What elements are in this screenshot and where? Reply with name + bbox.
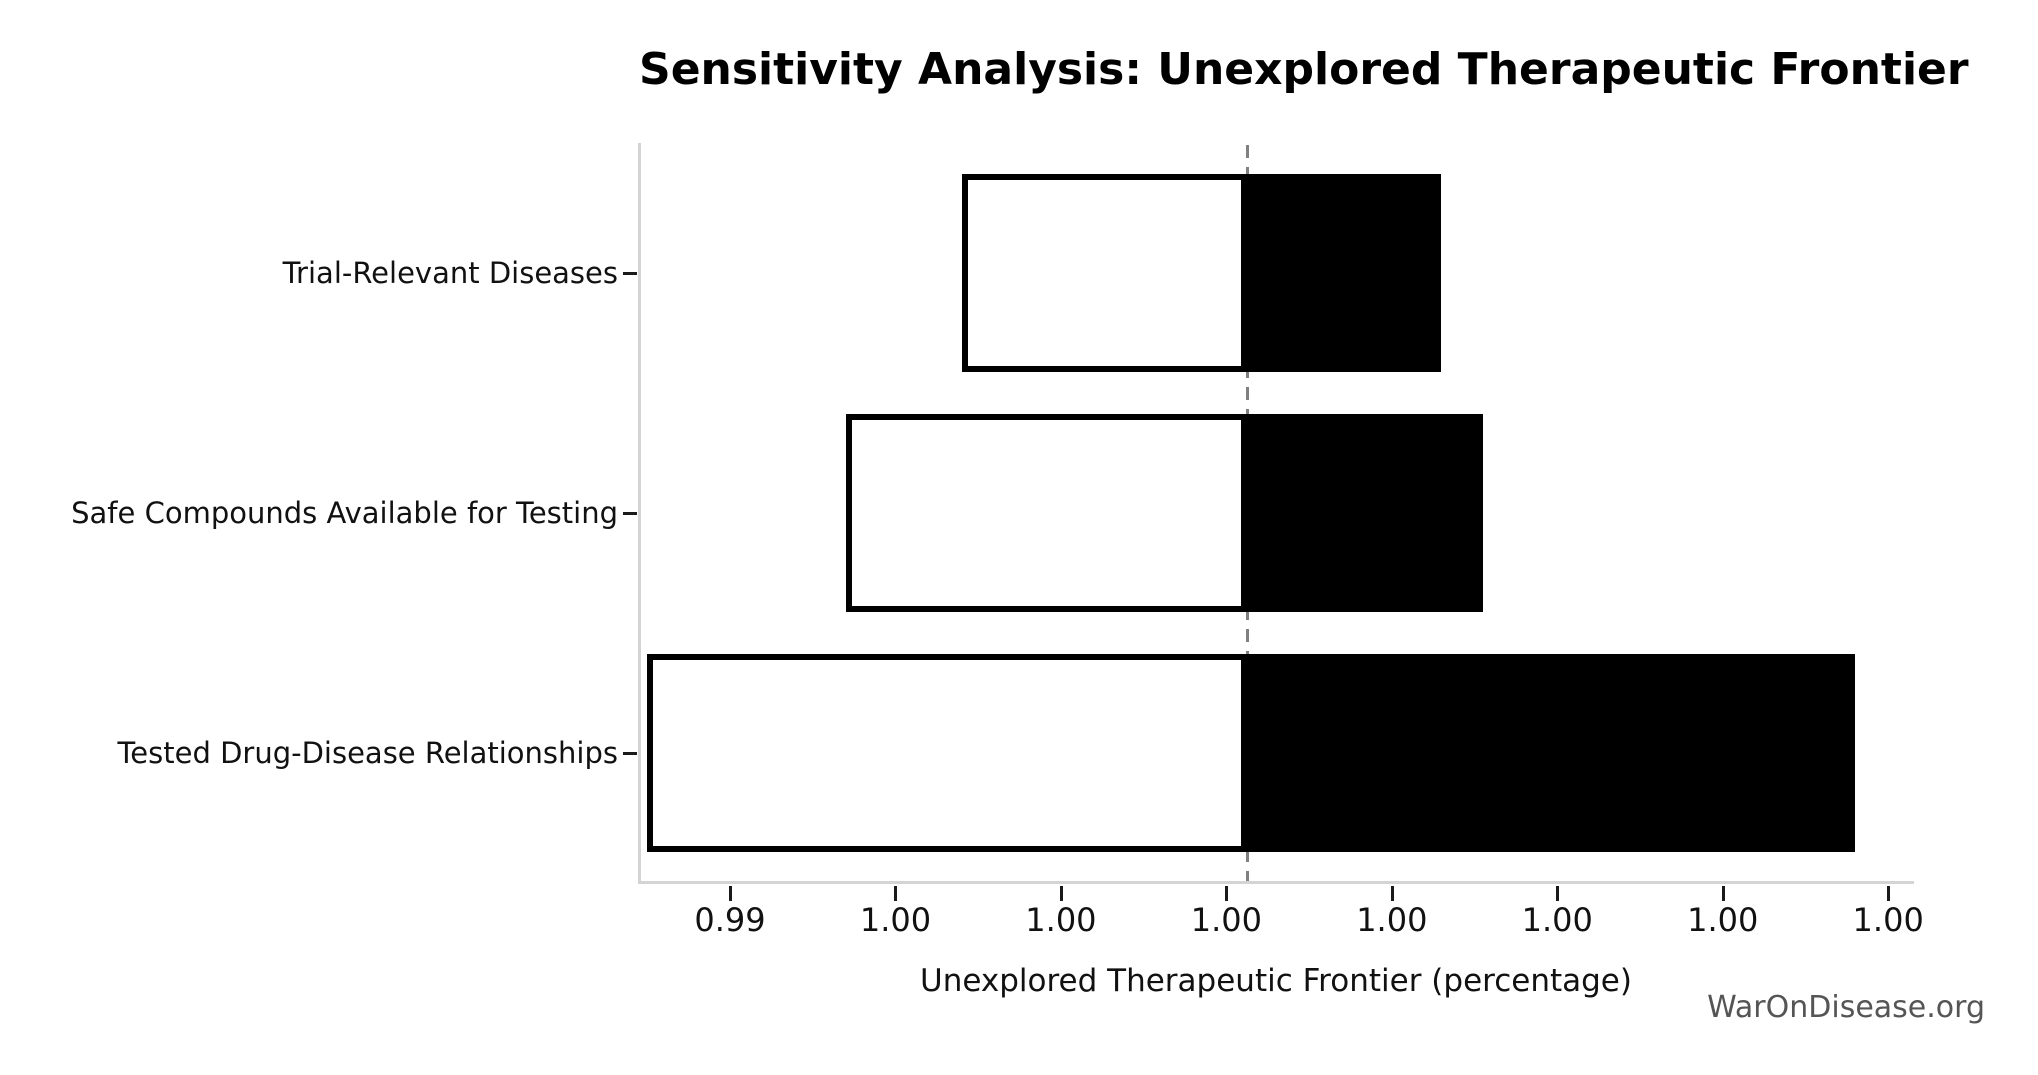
chart-title: Sensitivity Analysis: Unexplored Therape… (639, 44, 1969, 95)
x-tick-mark (894, 886, 898, 901)
plot-area (623, 143, 1914, 884)
x-tick-label: 1.00 (1025, 901, 1097, 939)
x-tick-label: 1.00 (859, 901, 932, 939)
y-tick-mark (623, 272, 637, 275)
bar-low-safe-compounds (845, 414, 1248, 612)
category-label-tested-drug-disease: Tested Drug-Disease Relationships (117, 736, 619, 770)
y-tick-mark (623, 752, 637, 755)
x-tick-label: 1.00 (1852, 901, 1924, 939)
watermark: WarOnDisease.org (1707, 990, 1985, 1025)
x-tick-mark (1390, 886, 1394, 901)
x-tick-mark (1225, 886, 1229, 901)
bar-low-tested-drug-disease (647, 654, 1248, 852)
x-tick-mark (729, 886, 732, 901)
x-tick-label: 1.00 (1687, 901, 1759, 939)
bar-high-trial-relevant-diseases (1247, 174, 1442, 372)
x-tick-label: 1.00 (1190, 901, 1262, 939)
x-tick-mark (1556, 886, 1560, 901)
x-tick-mark (1059, 886, 1063, 901)
x-tick-mark (1887, 886, 1891, 901)
y-tick-mark (623, 512, 637, 515)
x-tick-label: 0.99 (694, 901, 766, 939)
bar-low-trial-relevant-diseases (961, 174, 1248, 372)
y-axis-spine (638, 143, 641, 883)
x-tick-mark (1721, 886, 1725, 901)
bar-high-safe-compounds (1247, 414, 1483, 612)
bar-high-tested-drug-disease (1247, 654, 1856, 852)
x-tick-label: 1.00 (1356, 901, 1428, 939)
x-tick-label: 1.00 (1521, 901, 1593, 939)
x-axis-spine (638, 881, 1914, 884)
category-label-safe-compounds: Safe Compounds Available for Testing (71, 496, 618, 530)
category-label-trial-relevant-diseases: Trial-Relevant Diseases (282, 256, 618, 290)
x-axis-label: Unexplored Therapeutic Frontier (percent… (920, 963, 1632, 999)
